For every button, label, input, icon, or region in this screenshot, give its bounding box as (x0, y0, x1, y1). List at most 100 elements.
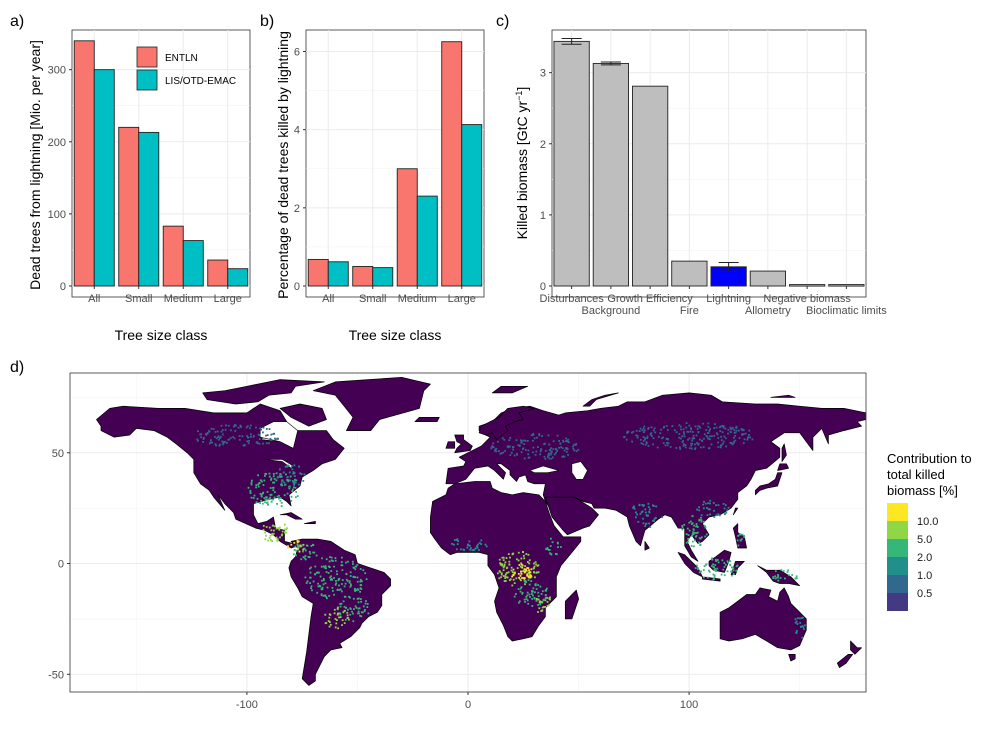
contribution-cell (360, 600, 362, 603)
contribution-cell (528, 569, 530, 571)
contribution-cell (525, 581, 528, 583)
contribution-cell (285, 528, 288, 531)
contribution-cell (533, 562, 535, 565)
contribution-cell (631, 431, 633, 434)
panel-b-label: b) (260, 13, 274, 30)
contribution-cell (241, 435, 244, 438)
contribution-cell (687, 438, 689, 441)
contribution-cell (251, 479, 253, 482)
contribution-cell (692, 434, 695, 437)
contribution-cell (688, 529, 691, 532)
contribution-cell (749, 436, 752, 439)
contribution-cell (556, 450, 559, 452)
contribution-cell (516, 558, 518, 561)
contribution-cell (632, 430, 635, 433)
contribution-cell (731, 574, 733, 577)
contribution-cell (537, 564, 540, 567)
contribution-cell (283, 523, 286, 526)
contribution-cell (549, 596, 551, 599)
contribution-cell (746, 438, 749, 441)
contribution-cell (644, 525, 647, 527)
contribution-cell (732, 441, 735, 444)
contribution-cell (466, 546, 469, 549)
contribution-cell (267, 539, 270, 542)
contribution-cell (218, 438, 220, 441)
contribution-cell (547, 549, 550, 551)
contribution-cell (503, 438, 506, 441)
colorbar-key (887, 503, 908, 521)
contribution-cell (717, 561, 720, 564)
contribution-cell (700, 536, 703, 539)
contribution-cell (352, 560, 354, 563)
contribution-cell (281, 530, 284, 533)
contribution-cell (271, 532, 274, 535)
contribution-cell (738, 533, 741, 536)
contribution-cell (543, 443, 545, 445)
contribution-cell (563, 449, 566, 452)
contribution-cell (727, 432, 729, 435)
contribution-cell (652, 443, 654, 446)
contribution-cell (704, 525, 706, 528)
x-tick-label: Medium (164, 293, 203, 305)
contribution-cell (311, 589, 313, 592)
contribution-cell (296, 541, 299, 544)
contribution-cell (747, 436, 750, 438)
contribution-cell (739, 533, 742, 536)
water-caspian-sea (571, 461, 588, 480)
contribution-cell (748, 434, 750, 436)
contribution-cell (263, 479, 266, 482)
contribution-cell (739, 539, 742, 542)
x-tick-label: 0 (465, 699, 471, 711)
colorbar-key-label: 5.0 (917, 534, 932, 546)
contribution-cell (528, 593, 531, 596)
contribution-cell (324, 613, 327, 616)
contribution-cell (715, 514, 718, 517)
contribution-cell (521, 577, 523, 579)
contribution-cell (366, 603, 369, 605)
contribution-cell (520, 579, 522, 582)
contribution-cell (209, 442, 211, 445)
contribution-cell (709, 513, 711, 516)
contribution-cell (278, 474, 281, 477)
contribution-cell (669, 446, 672, 448)
contribution-cell (685, 426, 688, 429)
hotspot-new-guinea (772, 569, 798, 582)
contribution-cell (214, 443, 217, 446)
contribution-cell (540, 601, 543, 603)
contribution-cell (534, 576, 536, 579)
bar-entln-small (118, 126, 140, 287)
contribution-cell (648, 511, 651, 514)
contribution-cell (279, 526, 281, 529)
contribution-cell (485, 545, 488, 548)
contribution-cell (706, 435, 709, 438)
contribution-cell (536, 436, 538, 439)
contribution-cell (707, 437, 709, 440)
contribution-cell (352, 575, 355, 578)
contribution-cell (695, 523, 698, 525)
contribution-cell (552, 440, 555, 443)
contribution-cell (293, 472, 296, 474)
contribution-cell (344, 582, 347, 585)
contribution-cell (709, 438, 711, 441)
contribution-cell (214, 436, 216, 438)
contribution-cell (340, 564, 343, 567)
contribution-cell (467, 544, 470, 547)
contribution-cell (268, 526, 271, 529)
contribution-cell (742, 442, 745, 444)
contribution-cell (280, 483, 282, 486)
contribution-cell (266, 501, 269, 504)
contribution-cell (327, 620, 330, 622)
contribution-cell (572, 447, 575, 450)
contribution-cell (532, 433, 535, 435)
contribution-cell (632, 506, 634, 509)
x-tick-label: Large (214, 293, 242, 305)
contribution-cell (355, 606, 358, 609)
contribution-cell (288, 485, 290, 488)
contribution-cell (504, 450, 506, 452)
contribution-cell (304, 555, 307, 557)
contribution-cell (303, 547, 306, 550)
panel-a-x-ticks: All Small Medium Large (88, 286, 242, 305)
contribution-cell (480, 539, 483, 542)
contribution-cell (341, 579, 344, 581)
contribution-cell (777, 575, 780, 577)
